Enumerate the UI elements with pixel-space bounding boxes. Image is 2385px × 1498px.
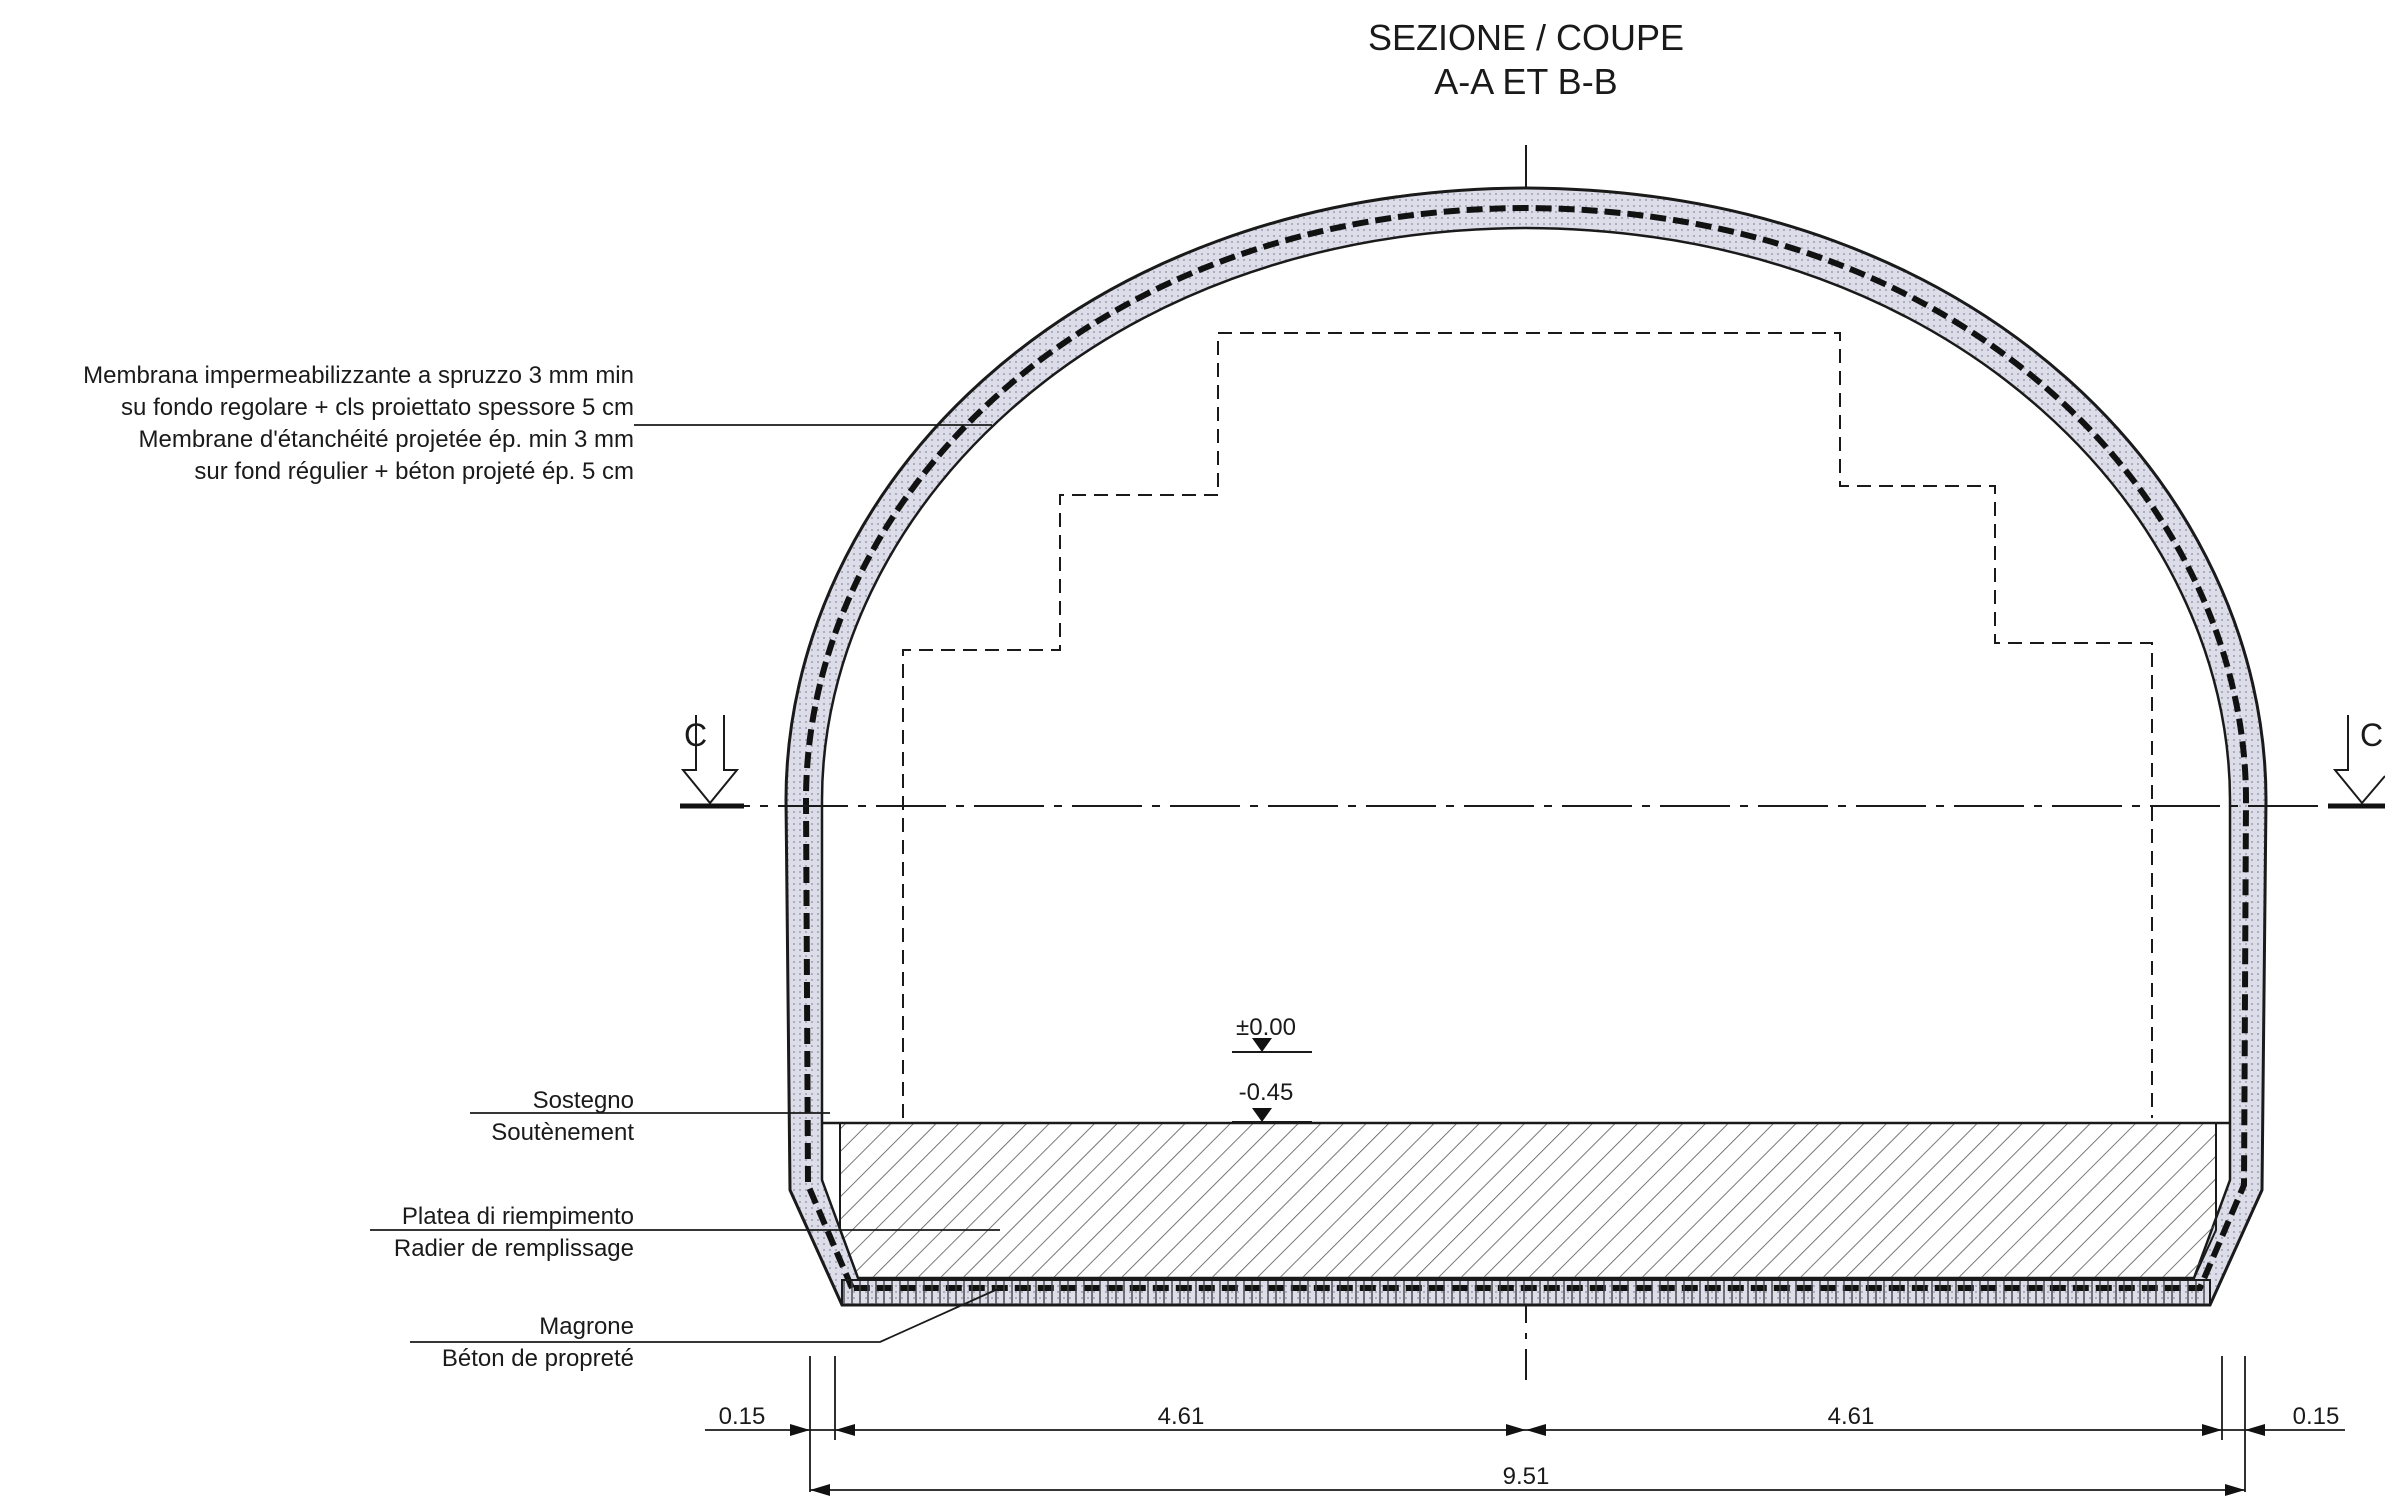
level-upper-marker <box>1252 1038 1272 1052</box>
callout-support: Sostegno Soutènement <box>470 1087 830 1146</box>
dimension-right-lining: 0.15 <box>2293 1403 2340 1430</box>
waterproofing-membrane <box>802 204 2250 1291</box>
callout-fill-slab: Platea di riempimento Radier de rempliss… <box>370 1203 1000 1262</box>
section-arrow-right <box>2332 715 2385 805</box>
dimension-extension-lines <box>809 1356 2246 1492</box>
level-upper-label: ±0.00 <box>1236 1014 1296 1041</box>
clearance-gauge-outline <box>902 332 2153 1118</box>
section-mark-left-label: C <box>684 717 707 753</box>
section-arrow-left <box>680 715 740 805</box>
callout-membrane-line3: Membrane d'étanchéité projetée ép. min 3… <box>138 426 634 453</box>
section-title-line2: A-A ET B-B <box>1434 61 1617 102</box>
level-lower-marker <box>1252 1108 1272 1122</box>
dimension-left-half: 4.61 <box>1158 1403 1205 1430</box>
dimension-arrows-partials <box>790 1424 2265 1436</box>
dimension-arrows-overall <box>810 1484 2245 1496</box>
lean-concrete-layer <box>841 1279 2211 1306</box>
callout-membrane: Membrana impermeabilizzante a spruzzo 3 … <box>83 362 992 485</box>
section-title-line1: SEZIONE / COUPE <box>1368 17 1684 58</box>
dimension-overall: 9.51 <box>1503 1463 1550 1490</box>
dimension-left-lining: 0.15 <box>719 1403 766 1430</box>
callout-membrane-line4: sur fond régulier + béton projeté ép. 5 … <box>194 458 634 485</box>
callout-lean-concrete-leader <box>410 1287 1001 1343</box>
callout-lean-concrete-line2: Béton de propreté <box>442 1345 634 1372</box>
dimension-right-half: 4.61 <box>1828 1403 1875 1430</box>
section-mark-right-label: C <box>2360 717 2383 753</box>
fill-slab <box>839 1122 2217 1279</box>
callout-membrane-line2: su fondo regolare + cls proiettato spess… <box>121 394 634 421</box>
callout-support-line1: Sostegno <box>533 1087 634 1114</box>
callout-fill-slab-line2: Radier de remplissage <box>394 1235 634 1262</box>
callout-fill-slab-line1: Platea di riempimento <box>402 1203 634 1230</box>
callout-lean-concrete: Magrone Béton de propreté <box>410 1287 1001 1372</box>
level-lower-label: -0.45 <box>1239 1079 1294 1106</box>
callout-support-line2: Soutènement <box>491 1119 634 1146</box>
callout-membrane-line1: Membrana impermeabilizzante a spruzzo 3 … <box>83 362 634 389</box>
callout-lean-concrete-line1: Magrone <box>539 1313 634 1340</box>
lining-inner-opening <box>820 226 2232 1280</box>
